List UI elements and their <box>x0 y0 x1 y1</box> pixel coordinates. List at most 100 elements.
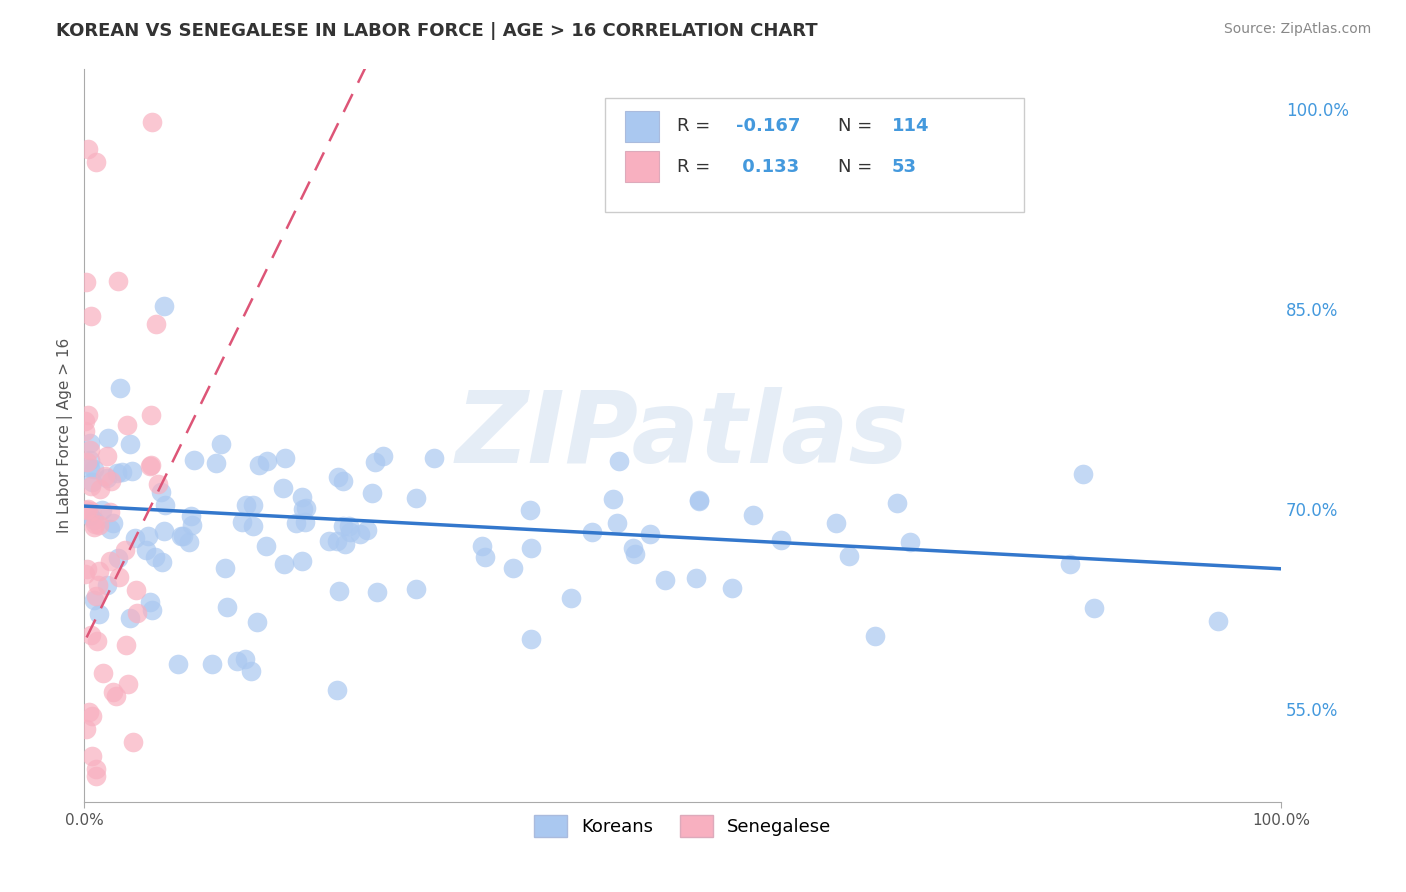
Point <box>318 534 340 549</box>
Point <box>326 470 349 484</box>
Point <box>235 498 257 512</box>
Point <box>79 436 101 450</box>
Point <box>1059 558 1081 572</box>
Point <box>79 442 101 457</box>
Point <box>607 454 630 468</box>
Point <box>145 318 167 332</box>
Point <box>520 541 543 555</box>
Text: N =: N = <box>838 118 873 136</box>
Point <box>76 142 98 156</box>
Point <box>79 461 101 475</box>
Point <box>688 493 710 508</box>
Point <box>122 735 145 749</box>
Point <box>77 409 100 423</box>
Point <box>246 615 269 629</box>
Point <box>217 600 239 615</box>
Point <box>135 543 157 558</box>
Point <box>107 570 129 584</box>
Point <box>720 581 742 595</box>
Point <box>166 657 188 672</box>
Point <box>606 516 628 531</box>
Point <box>79 452 101 467</box>
Point <box>76 562 98 576</box>
Point <box>471 539 494 553</box>
Point <box>80 708 103 723</box>
Point <box>366 585 388 599</box>
Point <box>1083 600 1105 615</box>
Point <box>96 449 118 463</box>
Point <box>742 508 765 522</box>
Point <box>326 683 349 698</box>
Point <box>214 561 236 575</box>
Point <box>865 629 887 643</box>
Point <box>581 524 603 539</box>
Point <box>770 533 793 548</box>
Point <box>118 611 141 625</box>
Point <box>273 481 295 495</box>
Text: 114: 114 <box>891 118 929 136</box>
Point <box>79 509 101 524</box>
Point <box>145 549 167 564</box>
Point <box>89 607 111 621</box>
Point <box>108 381 131 395</box>
Point <box>91 666 114 681</box>
Point <box>79 705 101 719</box>
Point <box>560 591 582 605</box>
Point <box>107 550 129 565</box>
Point <box>86 768 108 782</box>
Point <box>118 437 141 451</box>
FancyBboxPatch shape <box>626 152 658 182</box>
Point <box>294 516 316 530</box>
Point <box>688 493 710 508</box>
Point <box>898 535 921 549</box>
Point <box>83 461 105 475</box>
Point <box>75 413 97 427</box>
Point <box>231 515 253 529</box>
Point <box>96 471 118 485</box>
Point <box>121 464 143 478</box>
Point <box>153 524 176 539</box>
Point <box>139 409 162 423</box>
Point <box>356 524 378 538</box>
Point <box>624 547 647 561</box>
Point <box>602 491 624 506</box>
Text: KOREAN VS SENEGALESE IN LABOR FORCE | AGE > 16 CORRELATION CHART: KOREAN VS SENEGALESE IN LABOR FORCE | AG… <box>56 22 818 40</box>
Point <box>98 505 121 519</box>
Point <box>249 458 271 473</box>
Point <box>89 482 111 496</box>
Point <box>172 529 194 543</box>
Point <box>326 533 349 548</box>
Point <box>291 554 314 568</box>
Point <box>93 469 115 483</box>
Point <box>170 529 193 543</box>
Point <box>84 763 107 777</box>
Point <box>98 522 121 536</box>
Point <box>339 524 361 539</box>
Point <box>76 455 98 469</box>
Point <box>180 518 202 533</box>
Y-axis label: In Labor Force | Age > 16: In Labor Force | Age > 16 <box>58 338 73 533</box>
Point <box>89 518 111 533</box>
Legend: Koreans, Senegalese: Koreans, Senegalese <box>527 808 838 845</box>
Point <box>1206 614 1229 628</box>
Point <box>520 632 543 646</box>
Point <box>141 603 163 617</box>
Point <box>225 655 247 669</box>
Point <box>150 555 173 569</box>
Point <box>146 476 169 491</box>
Text: 0.133: 0.133 <box>737 158 800 176</box>
Point <box>83 513 105 527</box>
Point <box>75 722 97 736</box>
Point <box>80 504 103 518</box>
Point <box>100 474 122 488</box>
FancyBboxPatch shape <box>605 98 1024 211</box>
Point <box>114 543 136 558</box>
Point <box>333 537 356 551</box>
Point <box>1071 467 1094 481</box>
Point <box>98 554 121 568</box>
Point <box>209 437 232 451</box>
Point <box>183 453 205 467</box>
Point <box>422 450 444 465</box>
Point <box>242 498 264 512</box>
Point <box>105 466 128 480</box>
